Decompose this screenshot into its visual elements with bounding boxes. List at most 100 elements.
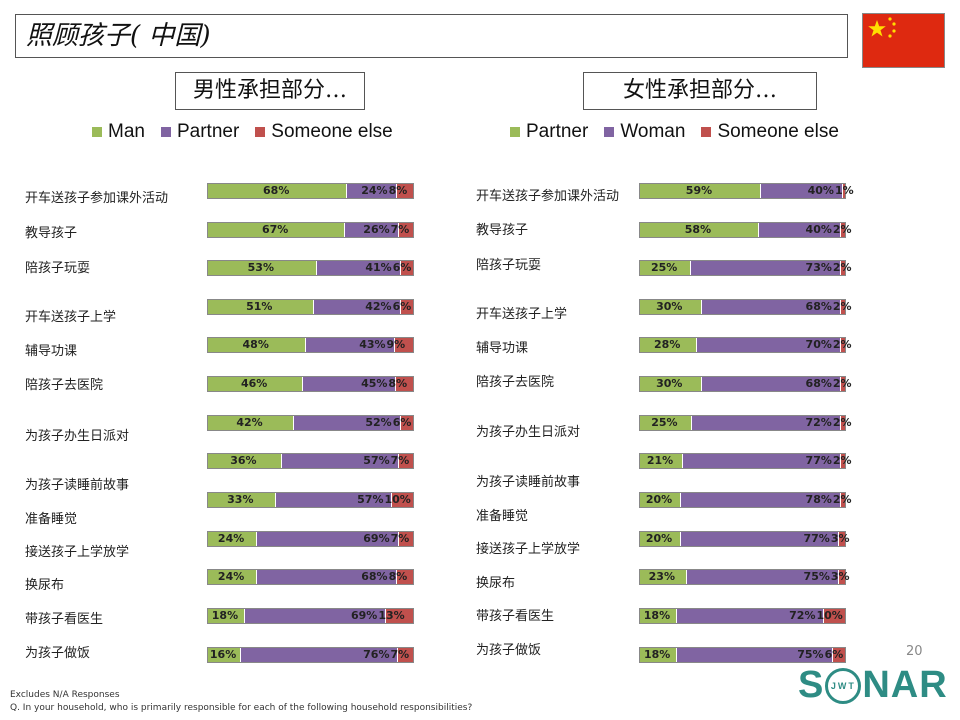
bar-segment: 67% (208, 223, 346, 237)
bar-segment: 59% (640, 184, 761, 198)
bar-segment: 3% (830, 532, 850, 546)
bar-segment: 68% (701, 300, 841, 314)
category-label: 辅导功课 (476, 341, 529, 356)
legend-label: Someone else (717, 121, 839, 142)
bar-segment: 7% (391, 454, 413, 468)
bar-row: 30% 68% 2% (639, 376, 852, 392)
sonar-logo: S JWT NAR (798, 664, 948, 707)
bar-row: 53% 41% 6% (207, 260, 414, 276)
legend-item: Woman (604, 121, 685, 143)
bar-segment: 10% (384, 493, 413, 507)
page-title: 照顾孩子( 中国) (15, 14, 848, 58)
bar-segment: 72% (691, 416, 841, 430)
bar-segment: 77% (681, 532, 839, 546)
bar-segment: 46% (208, 377, 304, 391)
category-label: 带孩子看医生 (476, 609, 555, 624)
logo-ring-text: JWT (830, 680, 856, 691)
bar-segment: 70% (697, 338, 841, 352)
category-label: 为孩子做饭 (476, 643, 542, 658)
bar-row: 48% 43% 9% (207, 337, 414, 353)
bar-segment: 30% (640, 300, 702, 314)
bar-row: 46% 45% 8% (207, 376, 414, 392)
bar-segment: 2% (832, 454, 852, 468)
footnote-excludes: Excludes N/A Responses (10, 690, 120, 700)
category-label: 接送孩子上学放学 (476, 542, 581, 557)
bar-row: 23% 75% 3% (639, 569, 850, 585)
bar-segment: 6% (824, 648, 845, 662)
bar-segment: 1% (834, 184, 854, 198)
bar-segment: 57% (281, 454, 399, 468)
category-label: 陪孩子去医院 (476, 375, 555, 390)
legend-item: Man (92, 121, 145, 143)
legend-item: Someone else (701, 121, 839, 143)
bar-segment: 41% (316, 261, 401, 275)
legend-swatch (510, 127, 520, 137)
bar-segment: 2% (832, 416, 852, 430)
bar-segment: 18% (640, 648, 678, 662)
bar-segment: 33% (208, 493, 276, 507)
bar-segment: 73% (691, 261, 841, 275)
bar-segment: 57% (275, 493, 393, 507)
bar-segment: 2% (832, 223, 852, 237)
bar-row: 59% 40% 1% (639, 183, 854, 199)
bar-segment: 48% (208, 338, 307, 352)
bar-segment: 42% (208, 416, 295, 430)
bar-row: 18% 72% 10% (639, 608, 846, 624)
bar-segment: 2% (832, 377, 852, 391)
legend-men: Man Partner Someone else (92, 121, 393, 143)
bar-segment: 18% (640, 609, 677, 623)
bar-segment: 16% (208, 648, 242, 662)
bar-segment: 2% (832, 493, 852, 507)
legend-label: Man (108, 121, 145, 142)
bar-segment: 68% (257, 570, 397, 584)
legend-item: Partner (510, 121, 588, 143)
bar-segment: 21% (640, 454, 684, 468)
legend-swatch (604, 127, 615, 137)
bar-segment: 3% (830, 570, 850, 584)
logo-left-text: S (798, 664, 825, 706)
bar-segment: 45% (303, 377, 397, 391)
category-label: 准备睡觉 (476, 509, 529, 524)
bar-segment: 30% (640, 377, 702, 391)
bar-segment: 53% (208, 261, 317, 275)
bar-row: 20% 77% 3% (639, 531, 850, 547)
panel-header-men: 男性承担部分… (175, 72, 365, 110)
legend-item: Someone else (255, 121, 393, 143)
legend-women: Partner Woman Someone else (510, 121, 839, 143)
legend-label: Someone else (271, 121, 393, 142)
bar-row: 33% 57% 10% (207, 492, 414, 508)
legend-item: Partner (160, 121, 239, 143)
bar-segment: 25% (640, 261, 692, 275)
bar-segment: 6% (392, 300, 413, 314)
bar-segment: 69% (244, 609, 387, 623)
bar-segment: 76% (241, 648, 399, 662)
bar-segment: 6% (392, 416, 413, 430)
bar-row: 18% 69% 13% (207, 608, 414, 624)
bar-segment: 69% (257, 532, 399, 546)
bar-segment: 75% (677, 648, 833, 662)
bar-segment: 7% (391, 532, 413, 546)
category-label: 开车送孩子参加课外活动 (476, 189, 620, 204)
bar-row: 24% 68% 8% (207, 569, 414, 585)
bar-segment: 24% (208, 532, 258, 546)
bar-row: 67% 26% 7% (207, 222, 414, 238)
bar-segment: 2% (832, 338, 852, 352)
panel-header-women: 女性承担部分… (583, 72, 817, 110)
bar-segment: 28% (640, 338, 698, 352)
bar-segment: 40% (758, 223, 841, 237)
bar-segment: 72% (676, 609, 825, 623)
bar-row: 25% 73% 2% (639, 260, 852, 276)
category-label: 开车送孩子参加课外活动 (25, 191, 169, 206)
bar-segment: 42% (313, 300, 401, 314)
bar-segment: 24% (208, 570, 258, 584)
bar-segment: 68% (208, 184, 348, 198)
bar-segment: 7% (390, 648, 413, 662)
category-label: 为孩子做饭 (25, 646, 91, 661)
category-label: 教导孩子 (25, 226, 78, 241)
bar-segment: 43% (306, 338, 395, 352)
bar-row: 28% 70% 2% (639, 337, 852, 353)
bar-segment: 20% (640, 493, 681, 507)
bar-row: 36% 57% 7% (207, 453, 414, 469)
footnote-question: Q. In your household, who is primarily r… (10, 703, 473, 713)
category-label: 为孩子读睡前故事 (476, 475, 581, 490)
